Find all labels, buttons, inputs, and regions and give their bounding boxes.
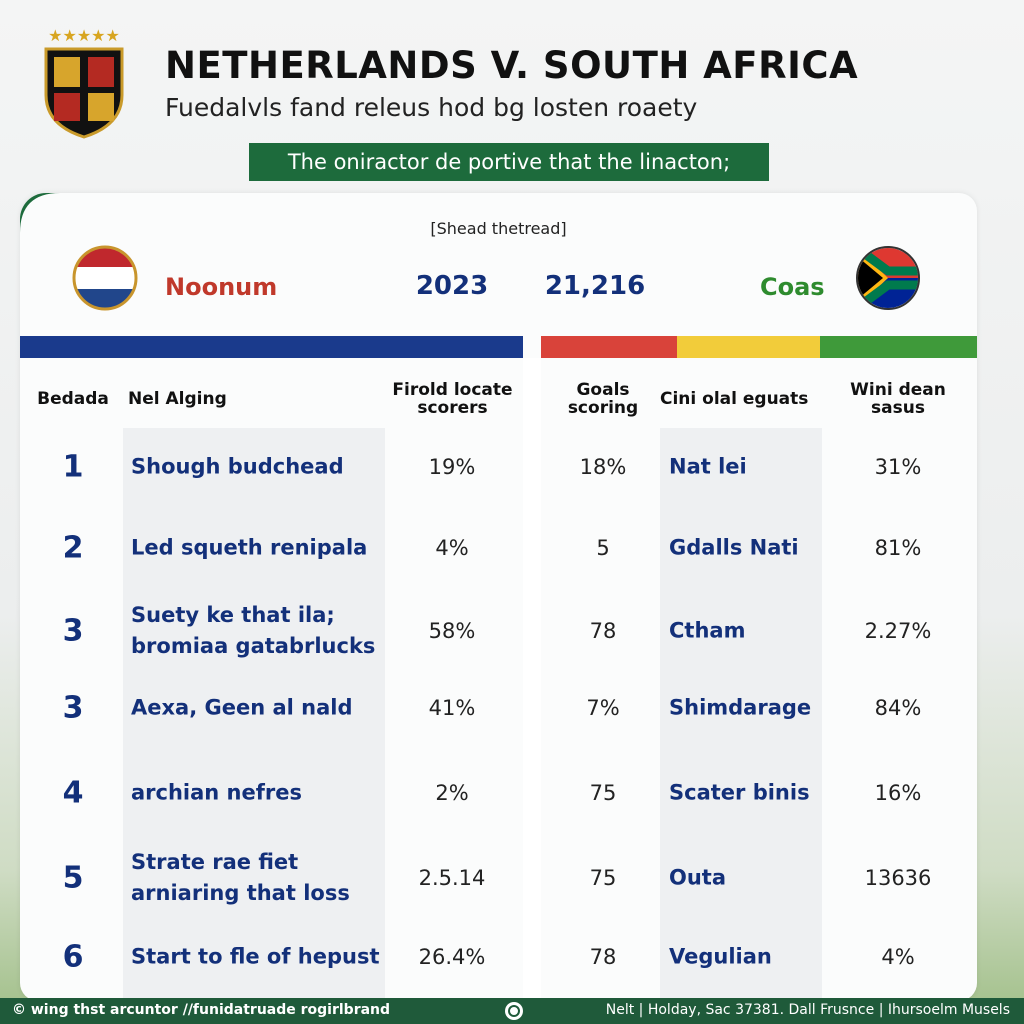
value: 5 [596,536,610,560]
value: 81% [874,536,922,560]
column-shade [660,428,822,1001]
subtitle: Fuedalvls fand releus hod bg losten roae… [165,93,698,122]
name: Strate rae fiet arniaring that loss [131,850,350,905]
column-header: Bedada [37,389,109,409]
rank: 3 [62,613,84,649]
banner: The oniractor de portive that the linact… [249,143,769,181]
name: Shough budchead [131,454,344,479]
right-value: 21,216 [544,271,646,301]
title: NETHERLANDS V. SOUTH AFRICA [165,44,859,87]
rank: 1 [62,449,84,485]
left-value: 2023 [415,271,489,301]
footer-right: Nelt | Holday, Sac 37381. Dall Frusnce |… [605,1002,1010,1018]
name: Suety ke that ila; bromiaa gatabrlucks [131,603,376,658]
name: Shimdarage [669,695,812,720]
name: Outa [669,865,727,890]
sa-bar-green [820,336,977,358]
sa-bar-red [541,336,677,358]
name: Vegulian [669,944,772,969]
value: 26.4% [418,945,486,969]
footer-left: © wing thst arcuntor //funidatruade rogi… [12,1002,391,1018]
crest: ★★★★★ [44,26,124,139]
name: Aexa, Geen al nald [131,695,353,720]
value: 78 [589,945,617,969]
name: archian nefres [131,780,302,805]
nl-flag [72,245,138,311]
rank: 5 [62,860,84,896]
value: 75 [589,781,617,805]
value: 4% [881,945,915,969]
column-header: Wini dean sasus [850,380,946,418]
value: 19% [428,455,476,479]
value: 16% [874,781,922,805]
value: 58% [428,619,476,643]
name: Ctham [669,618,746,643]
column-header: Nel Alging [128,389,227,409]
value: 78 [589,619,617,643]
value: 31% [874,455,922,479]
nl-bar [20,336,523,358]
sa-bar-yellow [677,336,820,358]
left-team: Noonum [165,273,278,301]
right-team: Coas [760,273,825,301]
value: 13636 [864,866,932,890]
rank: 6 [62,939,84,975]
value: 2.27% [864,619,932,643]
value: 2.5.14 [418,866,486,890]
name: Led squeth renipala [131,535,368,560]
value: 18% [579,455,627,479]
rank: 4 [62,775,84,811]
footer-icon [505,1002,523,1020]
divider [523,358,541,1001]
name: Nat lei [669,454,747,479]
rank: 3 [62,690,84,726]
name: Scater binis [669,780,810,805]
value: 75 [589,866,617,890]
column-header: Goals scoring [567,380,639,418]
card: [Shead thetread] Noonum 2023 21,216 Coas… [20,193,977,1001]
value: 4% [435,536,469,560]
gap [523,336,541,358]
value: 41% [428,696,476,720]
card-label: [Shead thetread] [430,219,567,238]
name: Start to fle of hepust [131,944,380,969]
value: 2% [435,781,469,805]
value: 7% [586,696,620,720]
name: Gdalls Nati [669,535,799,560]
value: 84% [874,696,922,720]
sa-flag [856,246,920,310]
rank: 2 [62,530,84,566]
svg-text:★★★★★: ★★★★★ [48,26,120,45]
column-header: Cini olal eguats [660,389,809,409]
column-header: Firold locate scorers [392,380,513,418]
footer: © wing thst arcuntor //funidatruade rogi… [0,998,1024,1024]
corner [20,193,60,233]
column-shade [123,428,385,1001]
